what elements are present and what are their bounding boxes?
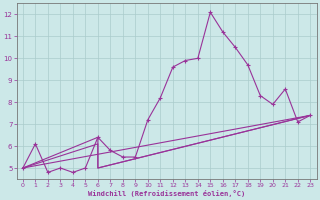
X-axis label: Windchill (Refroidissement éolien,°C): Windchill (Refroidissement éolien,°C) xyxy=(88,190,245,197)
